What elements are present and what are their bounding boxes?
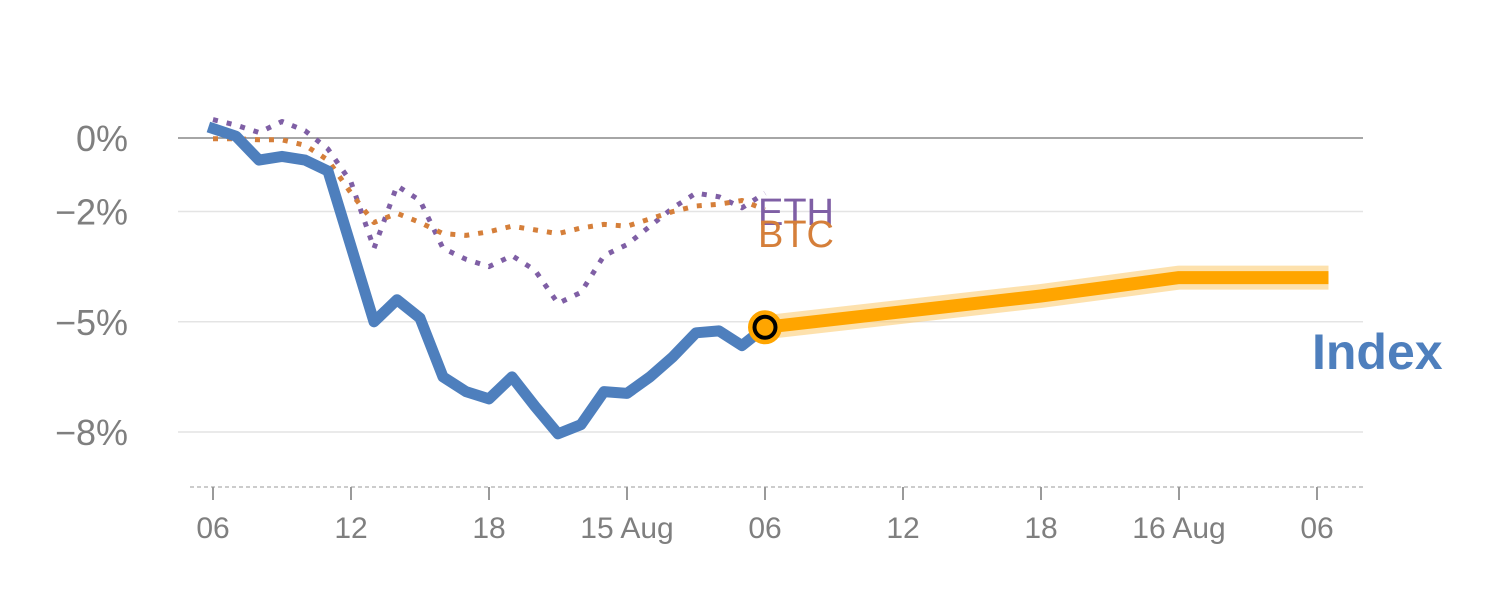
- x-tick-label: 06: [1300, 512, 1333, 545]
- series-line-eth: [212, 117, 767, 306]
- x-tick-label: 12: [886, 512, 919, 545]
- series-line-index: [206, 121, 769, 440]
- forecast-band: [763, 265, 1329, 340]
- x-tick-label: 06: [748, 512, 781, 545]
- forecast-line: [764, 271, 1329, 334]
- x-tick-label: 12: [334, 512, 367, 545]
- series-lines: [206, 117, 769, 440]
- y-tick-label: −2%: [55, 192, 128, 233]
- x-tick-label: 06: [196, 512, 229, 545]
- y-tick-label: 0%: [76, 118, 128, 159]
- current-marker: [748, 310, 782, 345]
- y-tick-label: −8%: [55, 412, 128, 453]
- marker-inner: [752, 314, 778, 340]
- x-tick-label: 18: [472, 512, 505, 545]
- label-eth: ETH: [758, 192, 834, 234]
- x-tick-label: 16 Aug: [1132, 512, 1225, 545]
- y-tick-label: −5%: [55, 302, 128, 343]
- label-btc: BTC: [758, 214, 834, 256]
- series-line-btc: [213, 136, 766, 238]
- y-axis-tick-labels: 0% −2% −5% −8%: [55, 118, 128, 453]
- label-index: Index: [1312, 324, 1443, 380]
- x-axis-ticks: 06 12 18 15 Aug 06 12 18 16 Aug 06: [196, 487, 1334, 545]
- x-tick-label: 15 Aug: [580, 512, 673, 545]
- x-tick-label: 18: [1024, 512, 1057, 545]
